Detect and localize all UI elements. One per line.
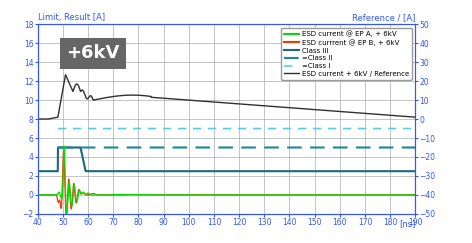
Text: +6kV: +6kV — [66, 44, 119, 62]
Text: Reference / [A]: Reference / [A] — [352, 13, 415, 22]
Legend: ESD current @ EP A, + 6kV, ESD currrent @ EP B, + 6kV, Class III, =Class II, =Cl: ESD current @ EP A, + 6kV, ESD currrent … — [281, 28, 412, 79]
Text: Limit, Result [A]: Limit, Result [A] — [38, 13, 105, 22]
Text: [ns]: [ns] — [399, 219, 415, 228]
